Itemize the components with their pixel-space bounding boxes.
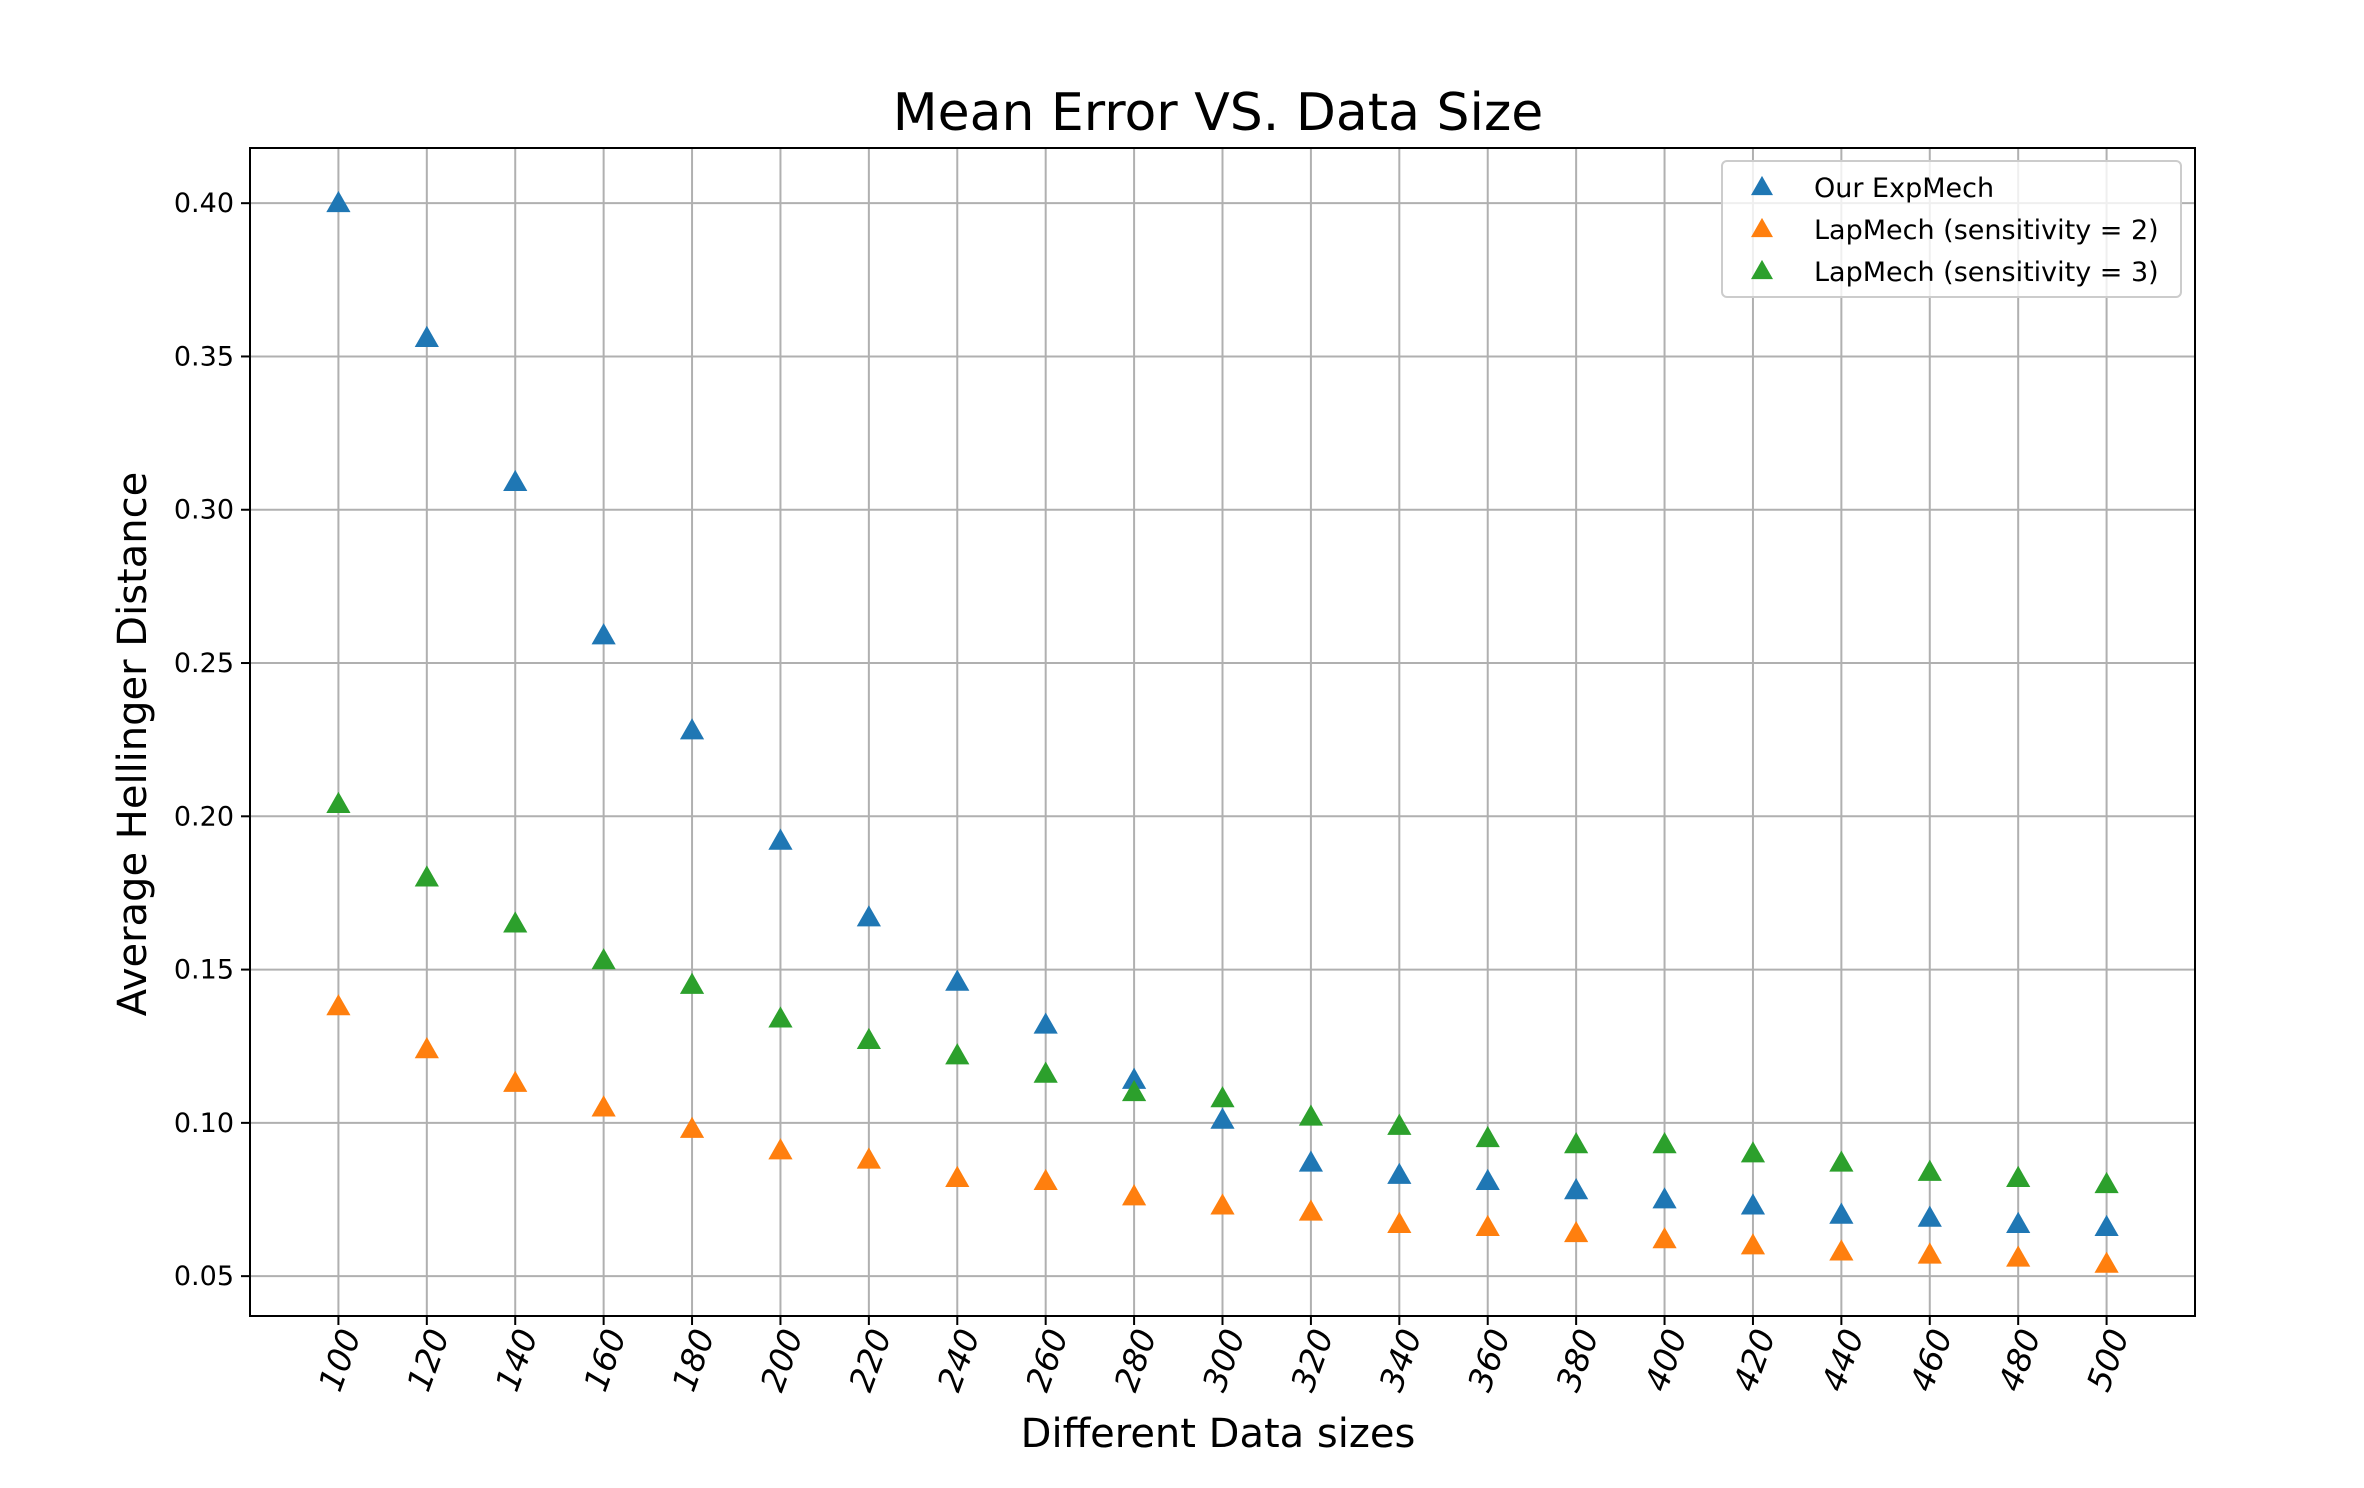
data-point (1829, 1202, 1854, 1224)
data-point (1740, 1141, 1766, 1163)
data-point (1033, 1168, 1058, 1191)
y-axis-label: Average Hellinger Distance (110, 472, 156, 1016)
data-point (945, 1165, 970, 1187)
data-point (326, 994, 351, 1016)
data-point (679, 1116, 705, 1138)
data-point (1298, 1104, 1324, 1126)
data-point (1033, 1061, 1058, 1083)
data-point (1298, 1199, 1324, 1221)
y-tick-label: 0.05 (174, 1261, 234, 1292)
y-tick-label: 0.35 (174, 341, 234, 372)
data-point (1475, 1125, 1500, 1148)
data-point (591, 1095, 616, 1117)
series-3 (326, 791, 2119, 1194)
data-point (1387, 1113, 1412, 1135)
legend-box (1721, 160, 2182, 298)
data-point (1121, 1079, 1147, 1102)
series-1 (326, 190, 2119, 1237)
legend-marker (1751, 175, 1773, 196)
data-point (1210, 1086, 1235, 1108)
data-point (2094, 1214, 2119, 1237)
data-point (1917, 1205, 1942, 1227)
data-point (591, 623, 616, 645)
data-point (856, 1147, 881, 1169)
legend-marker (1751, 217, 1773, 238)
data-point (1652, 1187, 1677, 1209)
y-tick-label: 0.30 (174, 495, 234, 526)
data-point (1121, 1067, 1147, 1089)
data-point (2006, 1245, 2031, 1267)
data-point (591, 948, 616, 970)
data-point (1387, 1211, 1412, 1233)
data-point (2094, 1251, 2119, 1273)
data-point (1740, 1233, 1766, 1255)
data-point (1740, 1193, 1766, 1215)
data-point (1121, 1184, 1147, 1206)
data-point (856, 905, 881, 927)
x-axis-label: Different Data sizes (1021, 1411, 1416, 1457)
y-tick-label: 0.20 (174, 801, 234, 832)
data-point (1564, 1132, 1589, 1154)
y-tick-label: 0.25 (174, 648, 234, 679)
series-2 (326, 994, 2119, 1273)
data-point (768, 1138, 793, 1160)
data-point (326, 190, 351, 213)
data-point (2006, 1165, 2031, 1187)
data-point (503, 911, 528, 933)
data-point (679, 972, 705, 994)
data-point (2006, 1211, 2031, 1233)
data-point (1387, 1162, 1412, 1184)
data-point (945, 969, 970, 991)
data-point (1917, 1159, 1942, 1181)
data-point (1210, 1193, 1235, 1215)
y-tick-label: 0.40 (174, 188, 234, 219)
legend-label: LapMech (sensitivity = 3) (1814, 257, 2159, 288)
data-point (1475, 1214, 1500, 1237)
data-point (414, 325, 439, 347)
data-point (2094, 1171, 2119, 1194)
data-point (1829, 1150, 1854, 1172)
data-point (1829, 1239, 1854, 1261)
data-point (1033, 1012, 1058, 1034)
data-point (414, 865, 439, 887)
data-point (503, 469, 528, 492)
data-point (1564, 1178, 1589, 1200)
data-point (856, 1027, 881, 1050)
y-tick-label: 0.10 (174, 1108, 234, 1139)
data-point (768, 828, 793, 850)
data-point (503, 1070, 528, 1092)
data-point (1652, 1132, 1677, 1154)
data-point (414, 1037, 439, 1059)
series-layer (326, 190, 2119, 1273)
legend-label: LapMech (sensitivity = 2) (1814, 215, 2159, 246)
data-point (1917, 1242, 1942, 1264)
legend: Our ExpMech LapMech (sensitivity = 2) LapM… (1721, 160, 2182, 298)
data-point (1652, 1227, 1677, 1249)
data-point (1298, 1150, 1324, 1172)
data-point (945, 1043, 970, 1065)
data-point (679, 718, 705, 740)
y-tick-label: 0.15 (174, 955, 234, 986)
data-point (768, 1006, 793, 1028)
data-point (1475, 1168, 1500, 1191)
data-point (1564, 1220, 1589, 1243)
legend-marker (1751, 259, 1773, 280)
chart-title: Mean Error VS. Data Size (893, 83, 1544, 143)
data-point (1210, 1107, 1235, 1129)
legend-label: Our ExpMech (1814, 173, 1994, 204)
data-point (326, 791, 351, 813)
